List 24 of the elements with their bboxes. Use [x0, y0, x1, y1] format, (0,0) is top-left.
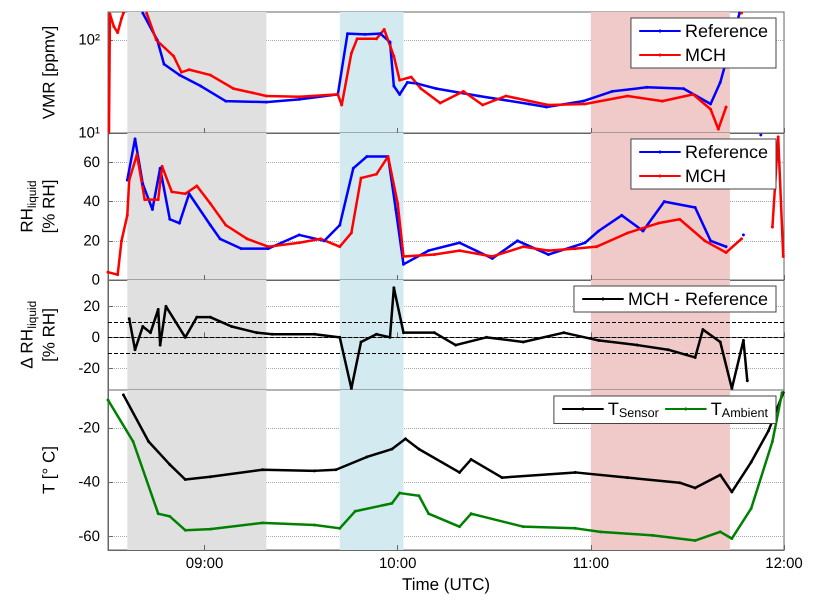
- x-axis-title: Time (UTC): [402, 574, 490, 594]
- legend-label: MCH - Reference: [628, 289, 768, 309]
- x-tick-label: 09:00: [186, 555, 224, 572]
- y-tick-label: 60: [83, 154, 100, 171]
- x-tick-label: 11:00: [572, 555, 610, 572]
- y-tick-label: -40: [78, 474, 100, 491]
- legend-label: Reference: [684, 21, 768, 41]
- y-axis-title: T [° C]: [40, 446, 58, 494]
- y-tick-label: 20: [83, 232, 100, 250]
- x-tick-label: 10:00: [378, 555, 416, 572]
- legend-label: MCH: [684, 45, 726, 65]
- y-tick-label: -60: [78, 528, 100, 545]
- legend-label: MCH: [684, 166, 726, 186]
- legend-label: Reference: [684, 142, 768, 162]
- y-tick-label: -20: [78, 360, 100, 377]
- y-tick-label: -20: [78, 419, 100, 436]
- y-tick-label: 40: [83, 193, 100, 210]
- y-axis-title: VMR [ppmv]: [40, 26, 58, 120]
- y-tick-label: 0: [92, 328, 100, 346]
- y-tick-label: 20: [83, 298, 100, 315]
- x-tick-label: 12:00: [765, 555, 803, 572]
- y-tick-label: 0: [92, 272, 100, 288]
- y-tick-label: 10¹: [78, 124, 100, 142]
- y-tick-label: 10²: [78, 31, 100, 48]
